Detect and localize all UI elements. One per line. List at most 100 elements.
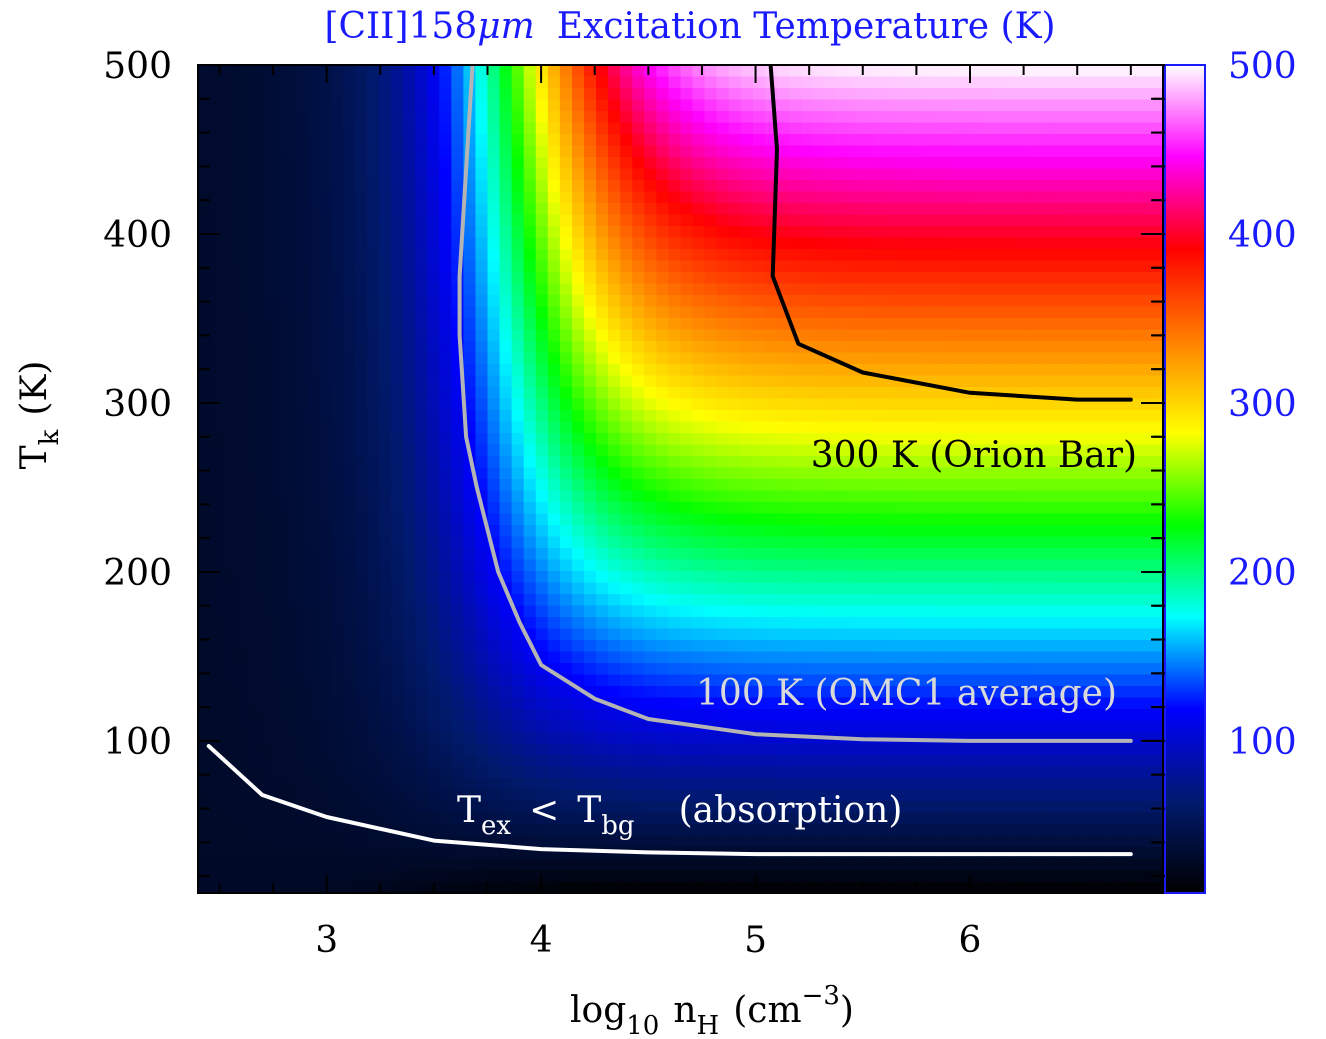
heatmap-cell — [994, 674, 1007, 687]
heatmap-cell — [668, 410, 682, 423]
heatmap-cell — [475, 824, 489, 837]
heatmap-cell — [897, 421, 911, 434]
heatmap-cell — [873, 778, 887, 791]
heatmap-cell — [777, 352, 790, 365]
heatmap-cell — [571, 444, 585, 457]
heatmap-cell — [825, 594, 838, 607]
heatmap-cell — [945, 76, 959, 89]
heatmap-cell — [354, 789, 368, 802]
heatmap-cell — [668, 709, 682, 722]
heatmap-cell — [559, 456, 573, 469]
heatmap-cell — [632, 755, 645, 768]
heatmap-cell — [885, 111, 899, 124]
heatmap-cell — [801, 686, 814, 699]
heatmap-cell — [282, 237, 296, 250]
heatmap-cell — [378, 720, 392, 733]
heatmap-cell — [511, 272, 525, 285]
heatmap-cell — [680, 214, 694, 227]
heatmap-cell — [933, 226, 947, 239]
heatmap-cell — [210, 191, 223, 204]
heatmap-cell — [740, 594, 754, 607]
heatmap-cell — [1018, 99, 1031, 112]
heatmap-cell — [378, 203, 392, 216]
heatmap-cell — [620, 778, 633, 791]
heatmap-cell — [234, 433, 247, 446]
heatmap-cell — [439, 180, 452, 193]
heatmap-cell — [210, 237, 223, 250]
heatmap-cell — [897, 364, 911, 377]
heatmap-cell — [511, 513, 525, 526]
heatmap-cell — [740, 364, 754, 377]
heatmap-cell — [1030, 122, 1043, 135]
heatmap-cell — [342, 732, 356, 745]
heatmap-cell — [704, 778, 718, 791]
heatmap-cell — [789, 364, 802, 377]
heatmap-cell — [547, 421, 561, 434]
heatmap-cell — [620, 663, 633, 676]
heatmap-cell — [246, 663, 259, 676]
heatmap-cell — [427, 778, 440, 791]
heatmap-cell — [415, 456, 428, 469]
heatmap-cell — [957, 375, 971, 388]
heatmap-cell — [692, 364, 706, 377]
heatmap-cell — [475, 283, 489, 296]
heatmap-cell — [391, 835, 404, 848]
heatmap-cell — [584, 801, 597, 814]
heatmap-cell — [897, 329, 911, 342]
heatmap-cell — [354, 870, 368, 883]
heatmap-cell — [559, 778, 573, 791]
heatmap-cell — [427, 260, 440, 273]
heatmap-cell — [608, 778, 621, 791]
heatmap-cell — [789, 157, 802, 170]
heatmap-cell — [523, 352, 537, 365]
heatmap-cell — [909, 249, 923, 262]
heatmap-cell — [427, 617, 440, 630]
heatmap-cell — [656, 387, 670, 400]
heatmap-cell — [861, 88, 875, 101]
heatmap-cell — [620, 444, 633, 457]
heatmap-cell — [1006, 306, 1019, 319]
heatmap-cell — [475, 364, 489, 377]
heatmap-cell — [692, 65, 706, 78]
heatmap-cell — [789, 663, 802, 676]
heatmap-cell — [994, 801, 1007, 814]
heatmap-cell — [415, 709, 428, 722]
heatmap-cell — [1018, 157, 1031, 170]
heatmap-cell — [547, 812, 561, 825]
heatmap-cell — [909, 743, 923, 756]
heatmap-cell — [970, 582, 983, 595]
heatmap-cell — [294, 766, 308, 779]
heatmap-cell — [921, 145, 935, 158]
heatmap-cell — [210, 111, 223, 124]
heatmap-cell — [306, 249, 320, 262]
heatmap-cell — [258, 214, 271, 227]
heatmap-cell — [403, 134, 416, 147]
heatmap-cell — [330, 180, 344, 193]
heatmap-cell — [427, 456, 440, 469]
heatmap-cell — [499, 88, 513, 101]
heatmap-cell — [716, 536, 730, 549]
heatmap-cell — [234, 249, 247, 262]
heatmap-cell — [415, 594, 428, 607]
heatmap-cell — [957, 801, 971, 814]
heatmap-cell — [644, 65, 657, 78]
heatmap-cell — [668, 674, 682, 687]
heatmap-cell — [318, 180, 332, 193]
heatmap — [198, 65, 1163, 893]
heatmap-cell — [1018, 421, 1031, 434]
heatmap-cell — [982, 490, 995, 503]
heatmap-cell — [680, 168, 694, 181]
heatmap-cell — [318, 226, 332, 239]
heatmap-cell — [837, 237, 850, 250]
heatmap-cell — [366, 870, 380, 883]
heatmap-cell — [415, 881, 428, 893]
heatmap-cell — [596, 65, 609, 78]
heatmap-cell — [584, 824, 597, 837]
heatmap-cell — [439, 766, 452, 779]
heatmap-cell — [354, 582, 368, 595]
heatmap-cell — [451, 858, 464, 871]
heatmap-cell — [584, 226, 597, 239]
heatmap-cell — [246, 99, 259, 112]
heatmap-cell — [764, 433, 778, 446]
heatmap-cell — [535, 191, 549, 204]
